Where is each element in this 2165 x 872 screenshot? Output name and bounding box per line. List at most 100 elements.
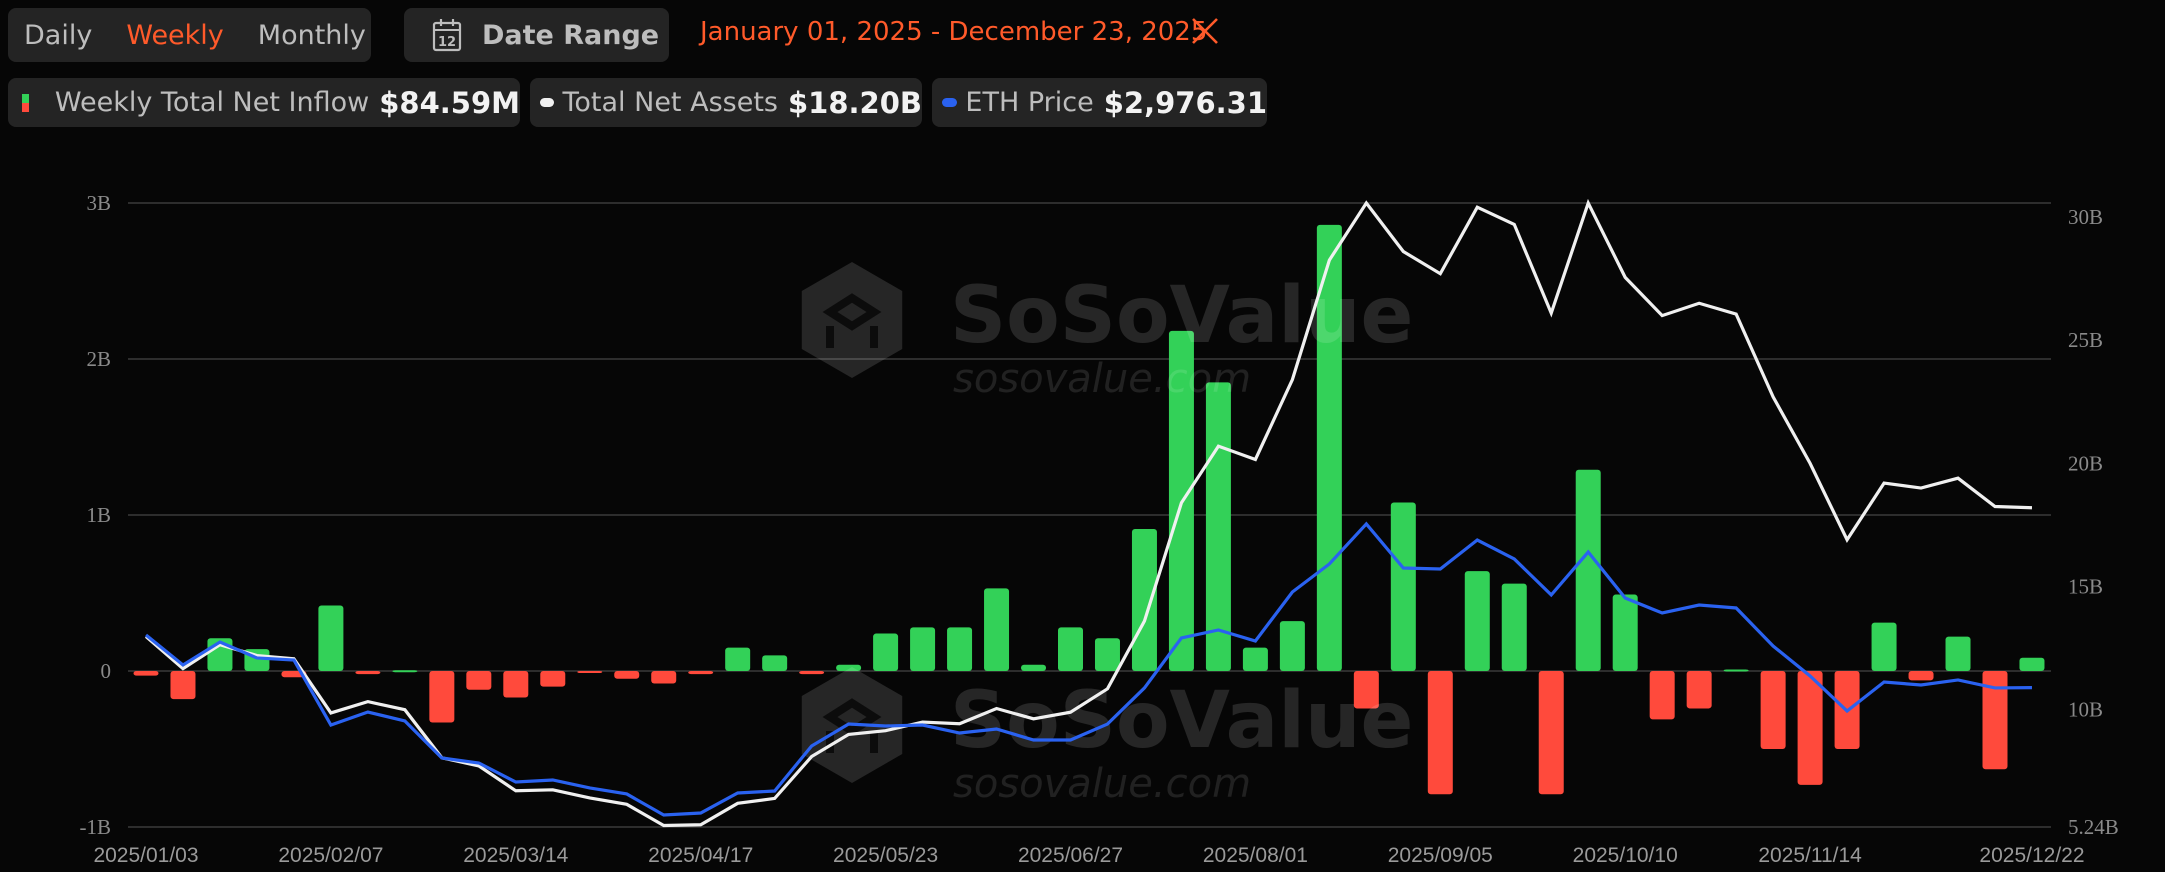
period-monthly[interactable]: Monthly bbox=[257, 19, 366, 51]
inflow-bar[interactable] bbox=[1649, 671, 1675, 720]
inflow-bar[interactable] bbox=[799, 671, 825, 675]
svg-text:30B: 30B bbox=[2068, 205, 2103, 229]
legend-total-net-assets[interactable]: Total Net Assets $18.20B bbox=[530, 78, 922, 127]
inflow-bar[interactable] bbox=[725, 647, 751, 671]
svg-text:2025/11/14: 2025/11/14 bbox=[1758, 844, 1862, 867]
inflow-bar[interactable] bbox=[1279, 621, 1305, 671]
svg-text:sosovalue.com: sosovalue.com bbox=[953, 761, 1251, 807]
inflow-bar[interactable] bbox=[1575, 469, 1601, 671]
svg-text:1B: 1B bbox=[86, 503, 111, 527]
inflow-bar[interactable] bbox=[466, 671, 492, 690]
legend-eth-price[interactable]: ETH Price $2,976.31 bbox=[932, 78, 1267, 127]
inflow-bar[interactable] bbox=[1871, 622, 1897, 671]
legend-value: $84.59M bbox=[379, 85, 520, 120]
inflow-bar[interactable] bbox=[651, 671, 677, 684]
period-toggle: Daily Weekly Monthly bbox=[8, 8, 371, 62]
svg-text:15B: 15B bbox=[2068, 575, 2103, 599]
inflow-bar[interactable] bbox=[2019, 657, 2045, 671]
inflow-bar[interactable] bbox=[910, 627, 936, 671]
inflow-bar[interactable] bbox=[1982, 671, 2008, 770]
inflow-bar[interactable] bbox=[1021, 664, 1047, 671]
svg-text:10B: 10B bbox=[2068, 698, 2103, 722]
svg-text:2025/09/05: 2025/09/05 bbox=[1388, 844, 1493, 867]
inflow-bar[interactable] bbox=[1464, 571, 1490, 671]
inflow-bar[interactable] bbox=[614, 671, 640, 679]
svg-text:2025/05/23: 2025/05/23 bbox=[833, 844, 938, 867]
axes-labels: 3B 2B 1B 0 -1B 30B 25B 20B 15B 10B 5.24B 2025/01/03… bbox=[80, 191, 2119, 867]
inflow-bar[interactable] bbox=[1797, 671, 1823, 785]
inflow-bar[interactable] bbox=[1131, 529, 1157, 671]
svg-text:2025/03/14: 2025/03/14 bbox=[463, 844, 568, 867]
inflow-bar[interactable] bbox=[1205, 382, 1231, 671]
inflow-bar[interactable] bbox=[1945, 636, 1971, 671]
svg-text:3B: 3B bbox=[86, 191, 111, 215]
legend-value: $2,976.31 bbox=[1103, 85, 1267, 120]
inflow-bar[interactable] bbox=[1094, 638, 1120, 671]
inflow-bar[interactable] bbox=[873, 633, 899, 671]
inflow-bar[interactable] bbox=[318, 605, 344, 671]
blue-line-swatch-icon bbox=[942, 98, 958, 107]
legend-weekly-net-inflow[interactable]: Weekly Total Net Inflow $84.59M bbox=[8, 78, 520, 127]
svg-text:SoSoValue: SoSoValue bbox=[950, 271, 1413, 361]
inflow-bar[interactable] bbox=[947, 627, 973, 671]
selected-date-range: January 01, 2025 - December 23, 2025 bbox=[700, 17, 1208, 47]
inflow-bar[interactable] bbox=[984, 588, 1010, 671]
inflow-bar[interactable] bbox=[577, 671, 603, 673]
period-weekly[interactable]: Weekly bbox=[126, 19, 224, 51]
inflow-bar[interactable] bbox=[762, 655, 788, 671]
svg-text:0: 0 bbox=[101, 659, 112, 683]
legend-label: ETH Price bbox=[965, 87, 1094, 118]
inflow-bar[interactable] bbox=[503, 671, 529, 698]
svg-text:25B: 25B bbox=[2068, 328, 2103, 352]
svg-text:20B: 20B bbox=[2068, 451, 2103, 475]
inflow-bar[interactable] bbox=[170, 671, 196, 700]
calendar-icon: 12 bbox=[432, 19, 462, 52]
date-range-button[interactable]: 12 Date Range bbox=[404, 8, 669, 62]
inflow-bar[interactable] bbox=[133, 671, 159, 676]
svg-text:SoSoValue: SoSoValue bbox=[950, 676, 1413, 766]
inflow-bar[interactable] bbox=[1538, 671, 1564, 795]
watermark: SoSoValuesosovalue.comSoSoValuesosovalue… bbox=[801, 262, 1413, 807]
date-range-label: Date Range bbox=[482, 19, 660, 51]
inflow-bar[interactable] bbox=[355, 671, 381, 675]
inflow-bar[interactable] bbox=[836, 664, 862, 671]
period-daily[interactable]: Daily bbox=[24, 19, 93, 51]
inflow-bar[interactable] bbox=[1686, 671, 1712, 709]
svg-text:2B: 2B bbox=[86, 347, 111, 371]
inflow-bar[interactable] bbox=[1242, 647, 1268, 671]
svg-text:2025/04/17: 2025/04/17 bbox=[648, 844, 753, 867]
legend-value: $18.20B bbox=[787, 85, 922, 120]
svg-text:sosovalue.com: sosovalue.com bbox=[953, 356, 1251, 402]
inflow-bar[interactable] bbox=[1501, 583, 1527, 671]
svg-text:2025/12/22: 2025/12/22 bbox=[1979, 844, 2084, 867]
inflow-bar[interactable] bbox=[1723, 669, 1749, 672]
inflow-bar[interactable] bbox=[1353, 671, 1379, 709]
inflow-bar[interactable] bbox=[1058, 627, 1083, 671]
svg-text:2025/01/03: 2025/01/03 bbox=[93, 844, 198, 867]
legend-label: Weekly Total Net Inflow bbox=[54, 87, 370, 118]
inflow-bar[interactable] bbox=[1390, 502, 1416, 671]
inflow-bar[interactable] bbox=[540, 671, 566, 687]
svg-text:2025/08/01: 2025/08/01 bbox=[1203, 844, 1308, 867]
svg-text:2025/06/27: 2025/06/27 bbox=[1018, 844, 1123, 867]
white-line-swatch-icon bbox=[540, 98, 555, 107]
close-icon[interactable] bbox=[1188, 14, 1222, 48]
svg-text:2025/02/07: 2025/02/07 bbox=[278, 844, 383, 867]
eth-price-line[interactable] bbox=[144, 521, 2032, 817]
inflow-swatch-icon bbox=[22, 93, 29, 112]
inflow-bar[interactable] bbox=[688, 671, 714, 675]
inflow-bar[interactable] bbox=[1908, 671, 1934, 681]
inflow-bar[interactable] bbox=[392, 670, 418, 673]
inflow-bar[interactable] bbox=[1612, 594, 1638, 671]
svg-text:2025/10/10: 2025/10/10 bbox=[1573, 844, 1678, 867]
legend-label: Total Net Assets bbox=[562, 87, 778, 118]
inflow-bar[interactable] bbox=[1760, 671, 1786, 749]
svg-text:-1B: -1B bbox=[80, 815, 112, 839]
inflow-bars[interactable] bbox=[133, 224, 2045, 795]
series-lines[interactable] bbox=[144, 198, 2033, 828]
svg-text:12: 12 bbox=[438, 35, 456, 50]
inflow-bar[interactable] bbox=[429, 671, 455, 723]
inflow-bar[interactable] bbox=[1427, 671, 1453, 795]
